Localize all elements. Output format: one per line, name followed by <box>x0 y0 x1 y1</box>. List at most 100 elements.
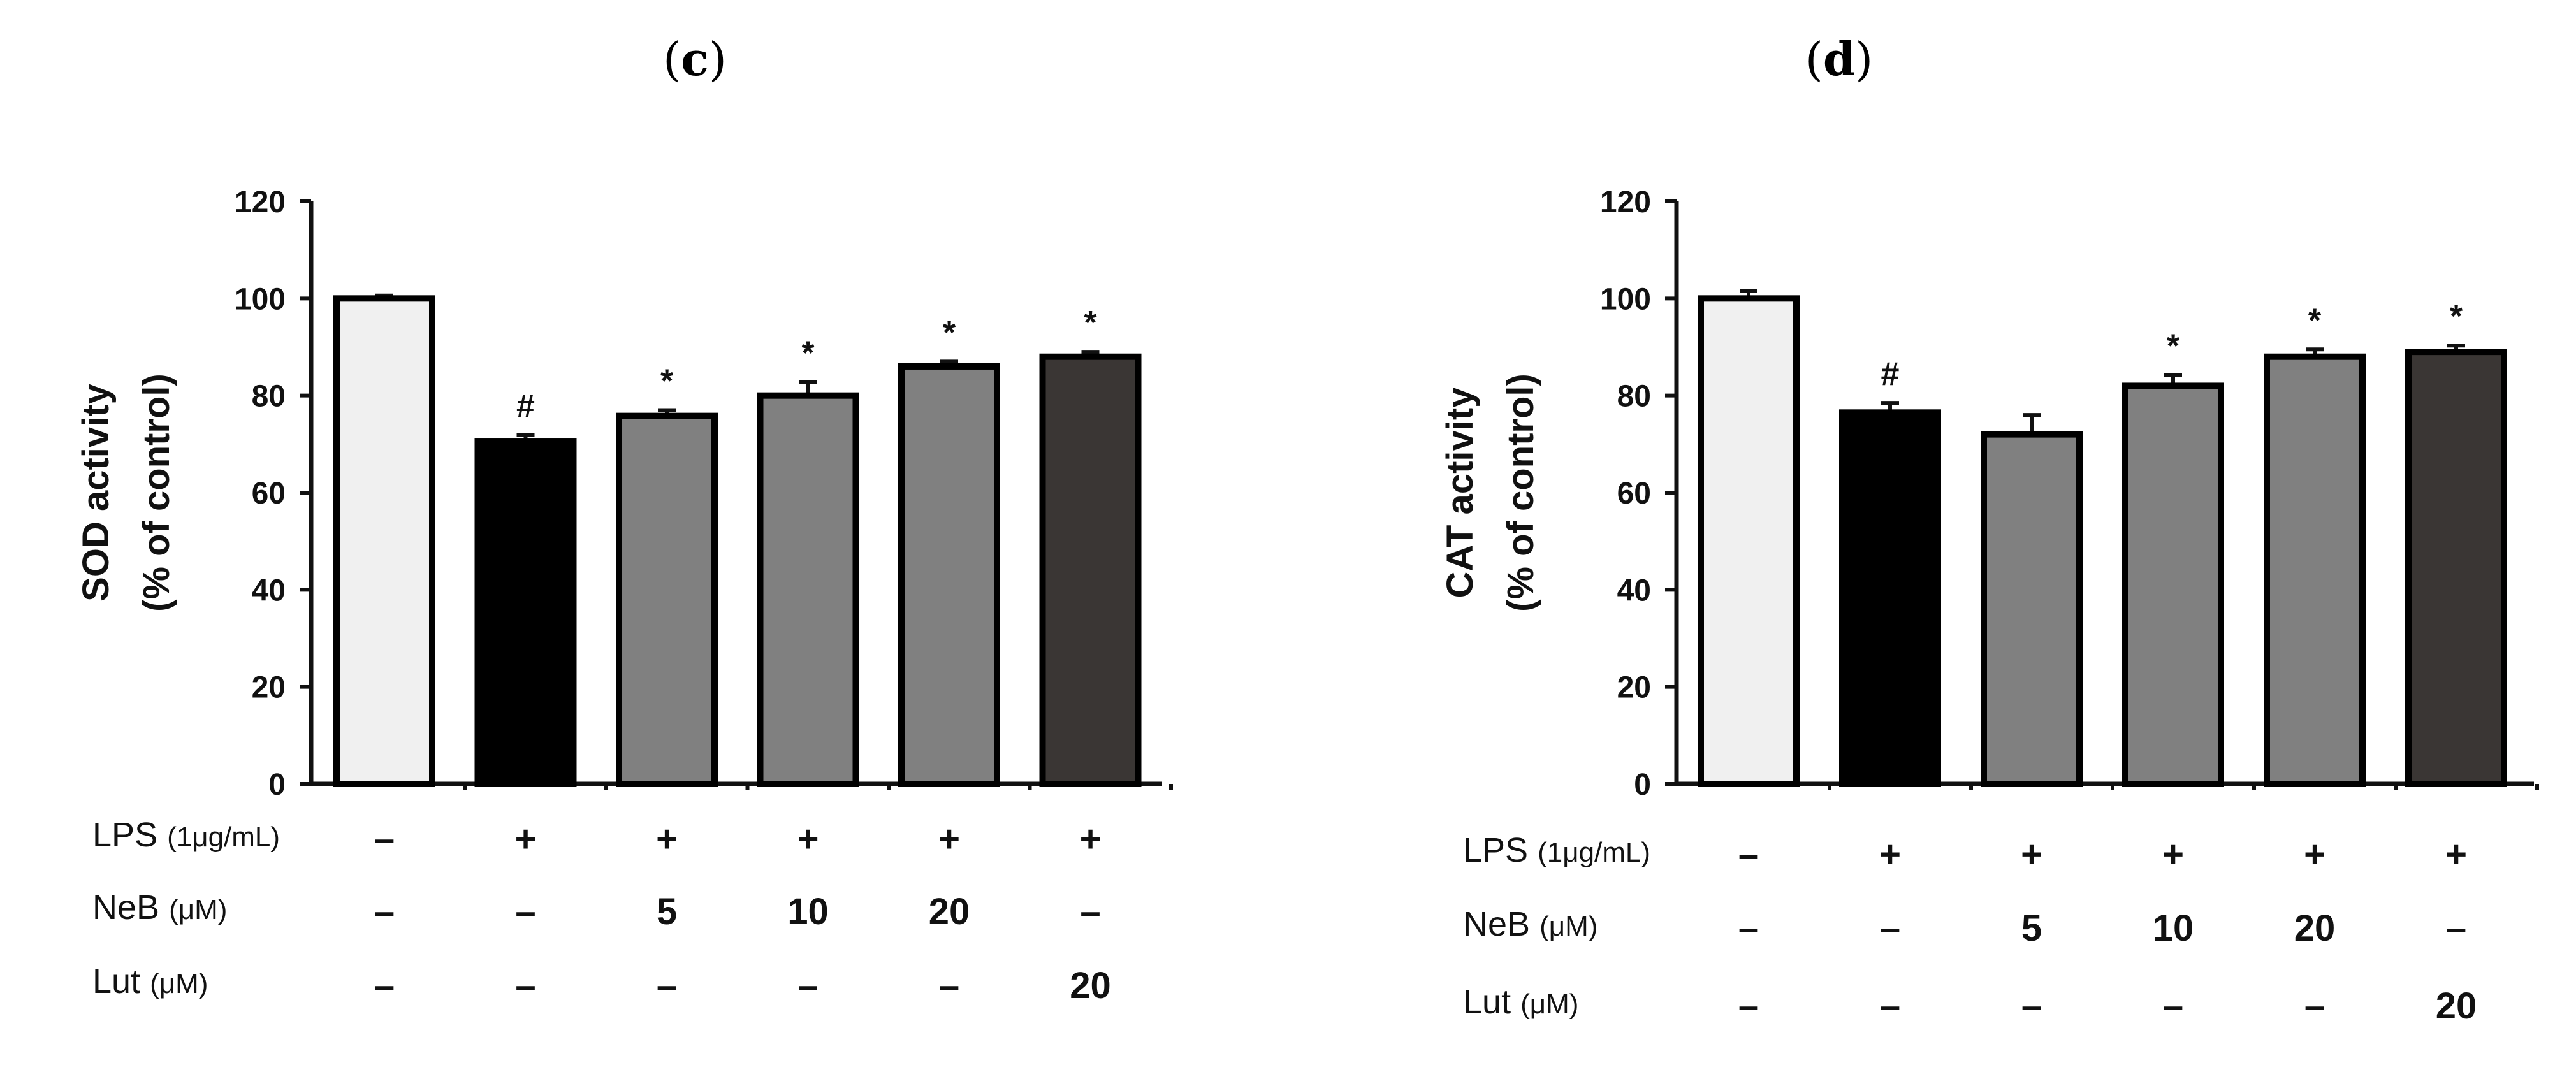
condition-value: + <box>515 818 537 860</box>
condition-value: – <box>2163 985 2183 1027</box>
panel-letter: c <box>681 32 709 86</box>
condition-unit: (μM) <box>1520 989 1578 1020</box>
condition-value: – <box>657 965 677 1006</box>
y-axis-label-unit: (% of control) <box>1500 373 1541 612</box>
y-tick-label: 120 <box>235 185 286 219</box>
condition-value: – <box>797 965 818 1006</box>
significance-mark: * <box>660 363 674 400</box>
condition-value: – <box>1880 985 1900 1027</box>
significance-mark: * <box>2167 328 2180 365</box>
bar <box>1839 409 1941 787</box>
y-tick-label: 40 <box>252 574 286 607</box>
bar <box>2122 382 2224 787</box>
condition-value: 10 <box>2153 908 2194 949</box>
y-tick-label: 80 <box>252 380 286 414</box>
condition-row-label: Lut (μM) <box>92 962 208 1001</box>
condition-value: + <box>1080 818 1102 860</box>
condition-row-label: NeB (μM) <box>92 888 227 927</box>
condition-name: NeB <box>1463 905 1530 943</box>
y-tick-label: 100 <box>235 282 286 316</box>
y-tick-label: 60 <box>1617 477 1651 511</box>
condition-unit: (μM) <box>1539 911 1597 942</box>
panel-label: (d) <box>1805 32 1874 86</box>
condition-value: + <box>938 818 960 860</box>
condition-value: – <box>515 891 535 932</box>
condition-value: – <box>374 891 395 932</box>
condition-value: – <box>1738 908 1759 949</box>
condition-row-label: Lut (μM) <box>1463 983 1578 1021</box>
condition-value: – <box>374 818 395 860</box>
bar <box>2405 349 2507 787</box>
condition-name: LPS <box>1463 831 1528 869</box>
condition-unit: (μM) <box>169 894 227 925</box>
significance-mark: * <box>943 314 956 351</box>
condition-value: 20 <box>2294 908 2336 949</box>
condition-value: – <box>374 965 395 1006</box>
bar <box>757 392 859 787</box>
y-tick-label: 60 <box>252 477 286 511</box>
condition-value: + <box>2021 834 2042 875</box>
condition-value: 10 <box>787 891 829 932</box>
significance-mark: # <box>516 388 535 424</box>
condition-value: 5 <box>2021 908 2042 949</box>
condition-value: + <box>2445 834 2467 875</box>
condition-unit: (1μg/mL) <box>1538 837 1650 868</box>
condition-name: NeB <box>92 888 159 927</box>
y-tick-label: 40 <box>1617 574 1651 607</box>
chart-panel-c: (c) 0 20 40 60 80 100 120 SOD activity (% of cont… <box>75 32 1173 1006</box>
condition-unit: (μM) <box>150 968 208 999</box>
y-tick-label: 0 <box>268 768 286 802</box>
condition-value: – <box>515 965 535 1006</box>
significance-mark: * <box>2308 302 2322 339</box>
condition-value: 20 <box>2436 985 2477 1027</box>
chart-panel-d: (d) 0 20 40 60 80 100 120 CAT activity (% of cont… <box>1439 32 2539 1027</box>
condition-value: + <box>2304 834 2325 875</box>
condition-value: + <box>2162 834 2184 875</box>
y-tick-label: 20 <box>252 671 286 705</box>
bar <box>1981 431 2083 787</box>
condition-row-label: NeB (μM) <box>1463 905 1597 943</box>
bar <box>2264 353 2366 787</box>
condition-value: + <box>1879 834 1901 875</box>
condition-value: 20 <box>1070 965 1111 1006</box>
bar <box>1039 353 1142 787</box>
significance-mark: * <box>801 335 815 372</box>
bar <box>898 363 1000 787</box>
y-axis-label-unit: (% of control) <box>136 373 177 612</box>
significance-mark: # <box>1881 356 1900 393</box>
condition-value: + <box>656 818 678 860</box>
condition-row-label: LPS (1μg/mL) <box>1463 831 1650 869</box>
condition-name: Lut <box>1463 983 1511 1021</box>
condition-name: LPS <box>92 816 157 854</box>
condition-value: – <box>2446 908 2466 949</box>
y-axis-label: SOD activity <box>75 384 117 602</box>
condition-unit: (1μg/mL) <box>167 822 280 853</box>
condition-value: – <box>2304 985 2325 1027</box>
panel-letter: d <box>1823 32 1855 86</box>
y-axis-label: CAT activity <box>1439 388 1481 598</box>
condition-value: – <box>1738 834 1759 875</box>
y-tick-label: 100 <box>1600 282 1651 316</box>
y-tick-label: 20 <box>1617 671 1651 705</box>
panel-label: (c) <box>663 32 727 86</box>
significance-mark: * <box>2450 298 2463 335</box>
condition-value: + <box>797 818 819 860</box>
condition-value: – <box>1880 908 1900 949</box>
condition-value: – <box>939 965 959 1006</box>
condition-value: 20 <box>929 891 970 932</box>
condition-value: – <box>1080 891 1100 932</box>
condition-row-label: LPS (1μg/mL) <box>92 816 280 854</box>
condition-value: – <box>1738 985 1759 1027</box>
condition-name: Lut <box>92 962 140 1001</box>
bar <box>616 412 718 787</box>
condition-value: 5 <box>657 891 677 932</box>
y-tick-label: 80 <box>1617 380 1651 414</box>
y-tick-label: 120 <box>1600 185 1651 219</box>
condition-value: – <box>2021 985 2042 1027</box>
significance-mark: * <box>1084 305 1097 342</box>
bar <box>1698 295 1800 788</box>
y-tick-label: 0 <box>1634 768 1651 802</box>
bar <box>333 295 435 788</box>
bar <box>474 438 577 787</box>
